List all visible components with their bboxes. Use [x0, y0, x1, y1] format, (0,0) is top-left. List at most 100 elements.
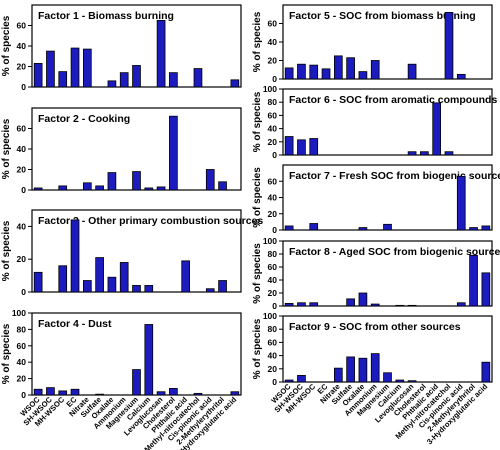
bar-sulfate: [346, 298, 355, 307]
bar-2-methylerythritol: [218, 280, 227, 293]
bar-magnesium: [132, 171, 141, 191]
bar-nitrate: [333, 367, 343, 383]
bar-mh-wsoc: [309, 223, 319, 231]
bar-cis-pinonic-acid: [456, 302, 466, 307]
bar-phthalic-acid: [432, 102, 442, 156]
bar-nitrate: [333, 55, 343, 80]
bar-wsoc: [33, 388, 43, 396]
y-tick-label: 20: [268, 364, 278, 374]
bar-wsoc: [284, 379, 294, 383]
y-tick-label: 20: [268, 137, 278, 147]
y-tick-label: 60: [17, 124, 27, 134]
bar-magnesium: [132, 65, 141, 88]
y-axis-label: % of species: [1, 220, 12, 281]
bar-oxalate: [107, 276, 117, 293]
y-tick-label: 80: [268, 249, 278, 259]
bar-ammonium: [370, 303, 380, 307]
panel-7: Factor 7 - Fresh SOC from biogenic sourc…: [252, 164, 500, 235]
y-axis-label: % of species: [252, 318, 263, 379]
bar-cis-pinonic-acid: [205, 288, 215, 293]
bar-ammonium: [370, 353, 380, 383]
bar-levoglucosan: [156, 19, 166, 88]
bar-sulfate: [346, 57, 355, 80]
bar-3-hydroxyglutaric-acid: [230, 391, 240, 396]
y-tick-label: 40: [268, 37, 278, 47]
y-tick-label: 60: [268, 337, 278, 347]
panel-3: Factor 3 - Other primary combustion sour…: [1, 209, 263, 297]
y-tick-label: 40: [17, 144, 27, 154]
bar-levoglucosan: [407, 151, 417, 156]
bar-ec: [70, 219, 80, 293]
y-tick-label: 100: [263, 236, 277, 246]
y-tick-label: 20: [17, 165, 27, 175]
panel-title: Factor 5 - SOC from biomass burning: [289, 10, 476, 22]
y-tick-label: 40: [268, 351, 278, 361]
y-tick-label: 100: [263, 311, 277, 321]
y-tick-label: 40: [17, 357, 27, 367]
panel-1: Factor 1 - Biomass burning 0 20 40 60 % of sp…: [1, 4, 242, 92]
bar-oxalate: [358, 357, 368, 383]
y-axis-label: % of species: [252, 243, 263, 304]
y-axis-label: % of species: [252, 167, 263, 228]
bar-oxalate: [358, 71, 368, 80]
bar-nitrate: [82, 182, 92, 191]
y-tick-label: 100: [263, 84, 277, 94]
plot-frame: [282, 315, 493, 383]
bar-ammonium: [119, 262, 129, 293]
bar-ammonium: [370, 60, 380, 80]
bar-mh-wsoc: [58, 185, 68, 191]
bar-cholesterol: [169, 115, 178, 191]
bar-mh-wsoc: [58, 390, 68, 396]
bar-2-methylerythritol: [218, 181, 227, 191]
panel-title: Factor 7 - Fresh SOC from biogenic sourc…: [289, 170, 500, 182]
bar-cis-pinonic-acid: [456, 73, 466, 80]
y-tick-label: 20: [17, 254, 27, 264]
y-tick-label: 20: [268, 209, 278, 219]
y-tick-label: 20: [17, 374, 27, 384]
bar-cholesterol: [169, 388, 178, 396]
panel-title: Factor 9 - SOC from other sources: [289, 321, 461, 333]
bar-cholesterol: [420, 151, 429, 156]
bar-wsoc: [33, 187, 43, 191]
y-tick-label: 0: [21, 82, 26, 92]
y-axis-label: % of species: [1, 118, 12, 179]
bar-ec: [70, 47, 80, 88]
bar-mh-wsoc: [309, 138, 319, 156]
y-tick-label: 60: [268, 19, 278, 29]
y-tick-label: 100: [12, 308, 26, 318]
bar-wsoc: [284, 67, 294, 80]
y-axis-label: % of species: [1, 323, 12, 384]
bar-calcium: [395, 304, 405, 307]
panel-8: Factor 8 - Aged SOC from biogenic source…: [252, 236, 500, 311]
panel-title: Factor 8 - Aged SOC from biogenic source…: [289, 246, 500, 258]
bar-calcium: [144, 285, 154, 293]
bar-wsoc: [33, 63, 43, 88]
bar-nitrate: [82, 280, 92, 293]
bar-sh-wsoc: [46, 50, 55, 88]
bar-methyl-nitrocatechol: [444, 11, 454, 80]
bar-2-methylerythritol: [469, 227, 478, 231]
bar-sulfate: [346, 356, 355, 383]
bar-magnesium: [132, 369, 141, 396]
bar-calcium: [395, 379, 405, 383]
y-tick-label: 0: [272, 150, 277, 160]
y-tick-label: 40: [17, 41, 27, 51]
bar-cis-pinonic-acid: [456, 175, 466, 231]
bar-2-methylerythritol: [469, 254, 478, 307]
bar-phthalic-acid: [181, 260, 191, 293]
plot-frame: [282, 240, 493, 307]
bar-magnesium: [383, 223, 392, 231]
panel-5: Factor 5 - SOC from biomass burning 0 20 40…: [252, 4, 493, 84]
y-tick-label: 60: [268, 176, 278, 186]
y-tick-label: 20: [268, 288, 278, 298]
bar-levoglucosan: [156, 391, 166, 396]
panel-6: Factor 6 - SOC from aromatic compounds 0 2…: [252, 84, 497, 160]
bar-sulfate: [95, 185, 104, 191]
bar-mh-wsoc: [309, 64, 319, 80]
bar-levoglucosan: [407, 380, 417, 383]
panel-2: Factor 2 - Cooking 0 20 40 60 % of species: [1, 107, 242, 195]
bar-wsoc: [284, 302, 294, 307]
y-tick-label: 20: [268, 56, 278, 66]
y-tick-label: 60: [268, 110, 278, 120]
bar-oxalate: [358, 292, 368, 307]
